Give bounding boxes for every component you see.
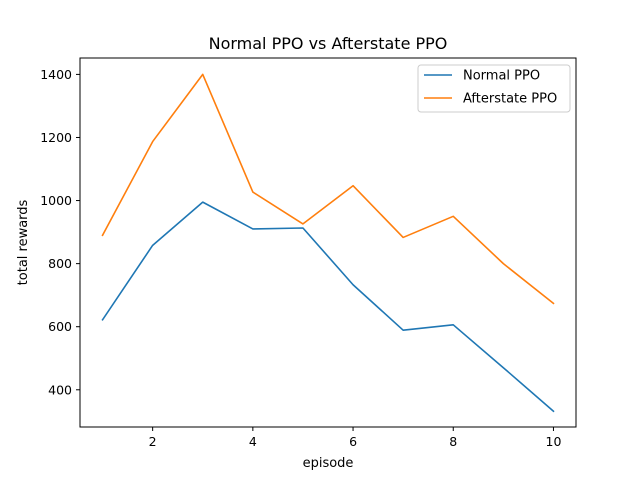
x-tick-label: 2 (149, 434, 157, 449)
y-tick-label: 1200 (40, 130, 72, 145)
legend-label: Normal PPO (463, 69, 540, 84)
chart-title: Normal PPO vs Afterstate PPO (209, 34, 448, 53)
y-tick-label: 1400 (40, 67, 72, 82)
axes-frame (79, 57, 577, 428)
plot-area (101, 73, 555, 413)
y-tick-label: 800 (48, 256, 72, 271)
legend: Normal PPO Afterstate PPO (417, 64, 571, 113)
x-axis-label: episode (303, 456, 354, 471)
series-line-normal-ppo (101, 201, 555, 413)
x-tick-label: 4 (249, 434, 257, 449)
x-tick-label: 8 (449, 434, 457, 449)
legend-frame (417, 64, 571, 113)
x-tick-label: 6 (349, 434, 357, 449)
y-axis-ticks: 400 600 800 1000 1200 1400 (40, 67, 80, 397)
x-tick-label: 10 (546, 434, 562, 449)
y-axis-label: total rewards (16, 199, 31, 285)
y-tick-label: 400 (48, 382, 72, 397)
x-axis-ticks: 2 4 6 8 10 (149, 427, 562, 449)
legend-label: Afterstate PPO (463, 92, 557, 107)
y-tick-label: 600 (48, 319, 72, 334)
y-tick-label: 1000 (40, 193, 72, 208)
series-line-afterstate-ppo (101, 73, 555, 305)
